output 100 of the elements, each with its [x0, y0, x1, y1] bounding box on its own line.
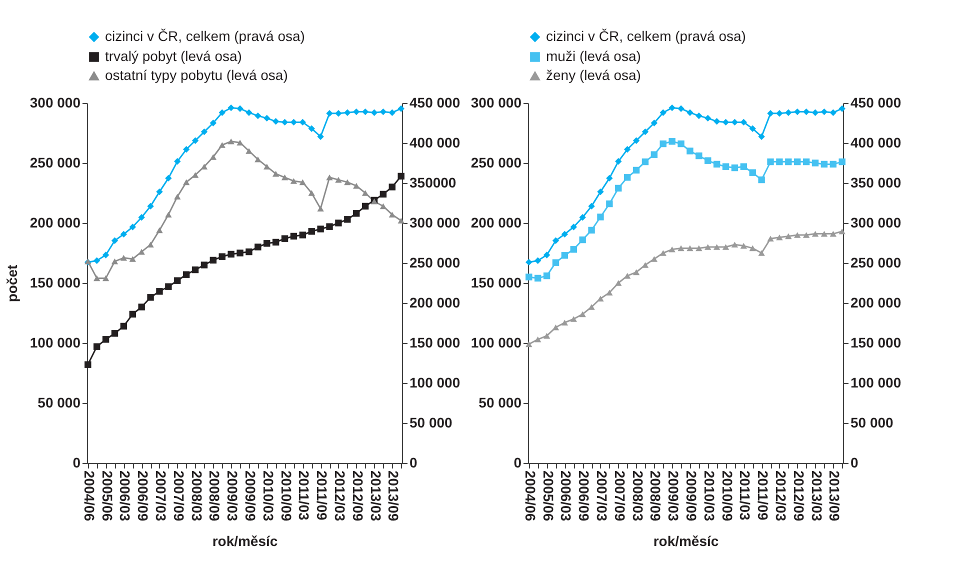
- point: [642, 158, 649, 166]
- point: [543, 272, 550, 280]
- point: [200, 164, 208, 170]
- point: [606, 174, 613, 182]
- point: [138, 304, 145, 310]
- x-tick-label: 2006/03: [558, 470, 574, 522]
- point: [758, 250, 765, 256]
- point: [200, 128, 208, 136]
- point: [165, 174, 172, 182]
- point: [802, 158, 810, 166]
- point: [552, 237, 560, 244]
- point: [326, 174, 333, 180]
- point: [820, 230, 828, 237]
- x-tick-label: 2011/09: [755, 470, 772, 521]
- point: [767, 236, 774, 242]
- y-tick-label: 0: [514, 454, 522, 470]
- point: [335, 220, 342, 226]
- point: [147, 202, 154, 210]
- point: [174, 277, 181, 284]
- point: [138, 248, 145, 255]
- point: [353, 182, 360, 189]
- point: [632, 166, 640, 174]
- point: [597, 214, 604, 220]
- point: [111, 330, 118, 337]
- point: [380, 108, 387, 116]
- y2-tick-label: 0: [410, 454, 418, 470]
- x-tick-label: 2009/03: [666, 470, 682, 522]
- point: [218, 109, 226, 116]
- point: [624, 272, 631, 279]
- x-tick-label: 2010/09: [278, 470, 294, 522]
- point: [785, 158, 792, 166]
- x-tick-label: 2006/09: [135, 470, 152, 522]
- point: [579, 236, 586, 244]
- point: [650, 120, 658, 126]
- y2-tick-label: 150 000: [850, 334, 902, 350]
- x-tick-label: 2008/09: [648, 470, 664, 522]
- x-tick-label: 2010/03: [260, 470, 276, 522]
- point: [722, 163, 730, 170]
- y-axis-title: počet: [4, 264, 20, 302]
- point: [678, 105, 684, 112]
- x-tick-label: 2008/03: [630, 470, 646, 522]
- y2-tick-label: 400 000: [410, 134, 460, 150]
- x-tick-label: 2010/09: [719, 470, 736, 522]
- point: [543, 252, 550, 258]
- point: [830, 160, 837, 168]
- point: [650, 256, 658, 262]
- x-tick-label: 2004/06: [81, 470, 98, 522]
- point: [606, 290, 613, 296]
- point: [174, 194, 181, 200]
- point: [812, 109, 819, 116]
- point: [290, 178, 298, 184]
- point: [838, 158, 846, 166]
- x-tick-label: 2009/09: [242, 470, 258, 522]
- x-tick-label: 2007/09: [612, 470, 628, 522]
- point: [272, 238, 280, 246]
- point: [812, 160, 819, 166]
- x-axis-title: rok/měsíc: [212, 533, 278, 550]
- x-tick-label: 2013/03: [368, 470, 384, 522]
- point: [597, 296, 604, 302]
- point: [335, 176, 342, 183]
- point: [290, 118, 298, 126]
- point: [722, 244, 730, 250]
- point: [642, 128, 649, 136]
- point: [326, 110, 333, 117]
- point: [254, 244, 262, 250]
- y2-tick-label: 450 000: [410, 94, 460, 110]
- point: [398, 218, 404, 224]
- y2-tick-label: 0: [850, 454, 858, 470]
- x-tick-label: 2011/03: [737, 470, 754, 521]
- x-tick-label: 2007/09: [170, 470, 187, 522]
- legend-label: trvalý pobyt (levá osa): [105, 48, 242, 64]
- point: [129, 224, 136, 230]
- point: [713, 118, 720, 125]
- x-tick-label: 2013/09: [826, 470, 843, 522]
- point: [138, 214, 145, 221]
- point: [830, 230, 837, 237]
- point: [228, 138, 234, 144]
- point: [660, 250, 666, 256]
- point: [84, 361, 92, 368]
- x-tick-label: 2012/09: [790, 470, 807, 522]
- point: [561, 252, 568, 259]
- point: [317, 226, 324, 232]
- point: [218, 253, 226, 260]
- y-tick-label: 50 000: [38, 394, 81, 410]
- point: [182, 179, 190, 186]
- point: [156, 288, 163, 295]
- x-tick-label: 2007/03: [152, 470, 169, 522]
- point: [579, 311, 586, 318]
- point: [174, 158, 181, 165]
- point: [534, 257, 542, 264]
- point: [534, 336, 542, 342]
- x-tick-label: 2012/09: [350, 470, 366, 522]
- point: [111, 237, 118, 244]
- x-tick-label: 2012/03: [772, 470, 789, 522]
- point: [228, 104, 234, 112]
- point: [704, 157, 712, 164]
- point: [570, 316, 577, 322]
- point: [632, 269, 640, 276]
- point: [165, 283, 172, 290]
- point: [380, 190, 387, 198]
